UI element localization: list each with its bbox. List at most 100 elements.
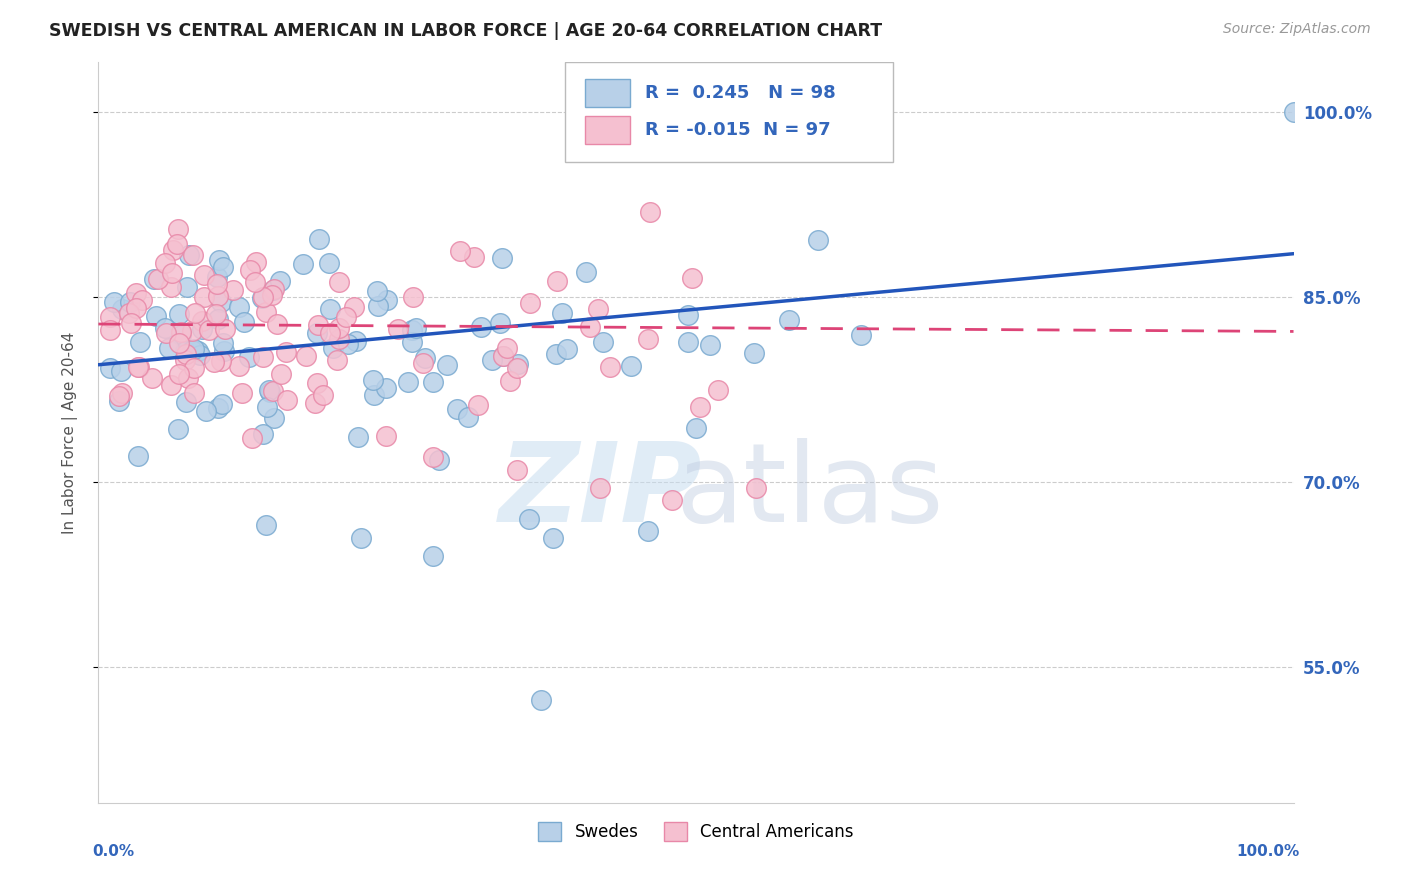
Point: [111, 386, 134, 401]
Point: [127, 450, 149, 464]
Point: [276, 393, 298, 408]
Point: [120, 295, 142, 310]
Point: [180, 325, 202, 339]
Point: [124, 301, 146, 316]
Point: [211, 397, 233, 411]
Point: [517, 512, 540, 526]
Point: [413, 351, 436, 365]
Point: [262, 283, 284, 297]
Point: [214, 322, 236, 336]
Point: [174, 394, 197, 409]
Point: [228, 301, 250, 315]
Point: [238, 351, 260, 365]
FancyBboxPatch shape: [585, 78, 630, 107]
Point: [145, 309, 167, 323]
Point: [128, 359, 150, 374]
Point: [222, 284, 245, 298]
Point: [245, 255, 267, 269]
Point: [98, 310, 122, 324]
Point: [169, 368, 191, 382]
Point: [508, 357, 530, 371]
Point: [326, 352, 349, 367]
Legend: Swedes, Central Americans: Swedes, Central Americans: [531, 815, 860, 847]
Point: [699, 338, 721, 352]
Point: [366, 284, 388, 298]
Point: [141, 371, 163, 385]
Point: [638, 204, 661, 219]
Point: [807, 233, 830, 247]
Point: [778, 313, 800, 327]
Point: [519, 296, 541, 310]
Point: [202, 355, 225, 369]
Point: [291, 257, 314, 271]
Point: [166, 222, 188, 236]
Point: [212, 335, 235, 350]
Point: [401, 335, 423, 350]
Point: [184, 306, 207, 320]
Point: [446, 401, 468, 416]
Point: [143, 272, 166, 286]
Point: [157, 341, 180, 355]
Point: [252, 427, 274, 442]
Point: [209, 295, 232, 310]
Point: [307, 376, 329, 391]
Point: [183, 342, 205, 356]
Point: [620, 359, 643, 374]
Point: [160, 377, 183, 392]
Point: [107, 393, 129, 408]
Point: [233, 315, 256, 329]
Point: [318, 255, 340, 269]
Point: [335, 310, 357, 325]
Point: [661, 493, 683, 508]
Point: [742, 346, 765, 360]
Point: [304, 396, 326, 410]
Point: [108, 389, 131, 403]
Point: [110, 363, 132, 377]
Point: [496, 341, 519, 355]
Point: [347, 430, 370, 444]
Point: [274, 344, 297, 359]
Text: ZIP: ZIP: [499, 438, 702, 545]
Point: [181, 248, 204, 262]
Point: [208, 252, 231, 267]
Point: [207, 311, 229, 326]
Point: [205, 307, 228, 321]
Point: [254, 305, 277, 319]
Point: [328, 275, 350, 289]
Point: [263, 282, 285, 296]
Point: [637, 524, 659, 539]
Point: [498, 375, 520, 389]
Point: [176, 371, 198, 385]
Point: [350, 531, 373, 545]
Point: [98, 360, 122, 375]
Y-axis label: In Labor Force | Age 20-64: In Labor Force | Age 20-64: [62, 332, 77, 533]
Point: [259, 383, 281, 397]
Point: [187, 343, 209, 358]
Point: [160, 267, 183, 281]
Point: [427, 453, 450, 467]
Point: [228, 359, 250, 373]
Point: [344, 334, 367, 348]
Point: [243, 275, 266, 289]
Point: [1282, 104, 1305, 119]
Text: atlas: atlas: [675, 438, 943, 545]
Point: [183, 360, 205, 375]
Point: [181, 343, 204, 357]
Point: [305, 326, 328, 341]
Point: [176, 280, 198, 294]
Point: [260, 288, 283, 302]
Point: [207, 277, 229, 292]
Point: [361, 373, 384, 387]
Point: [579, 320, 602, 334]
Text: R = -0.015  N = 97: R = -0.015 N = 97: [644, 120, 830, 139]
Point: [174, 352, 197, 367]
Point: [207, 289, 229, 303]
Point: [592, 335, 614, 350]
Point: [342, 300, 364, 314]
FancyBboxPatch shape: [585, 116, 630, 144]
Point: [422, 450, 444, 465]
Point: [207, 401, 229, 415]
Point: [396, 375, 419, 389]
Point: [481, 352, 503, 367]
Point: [240, 432, 263, 446]
